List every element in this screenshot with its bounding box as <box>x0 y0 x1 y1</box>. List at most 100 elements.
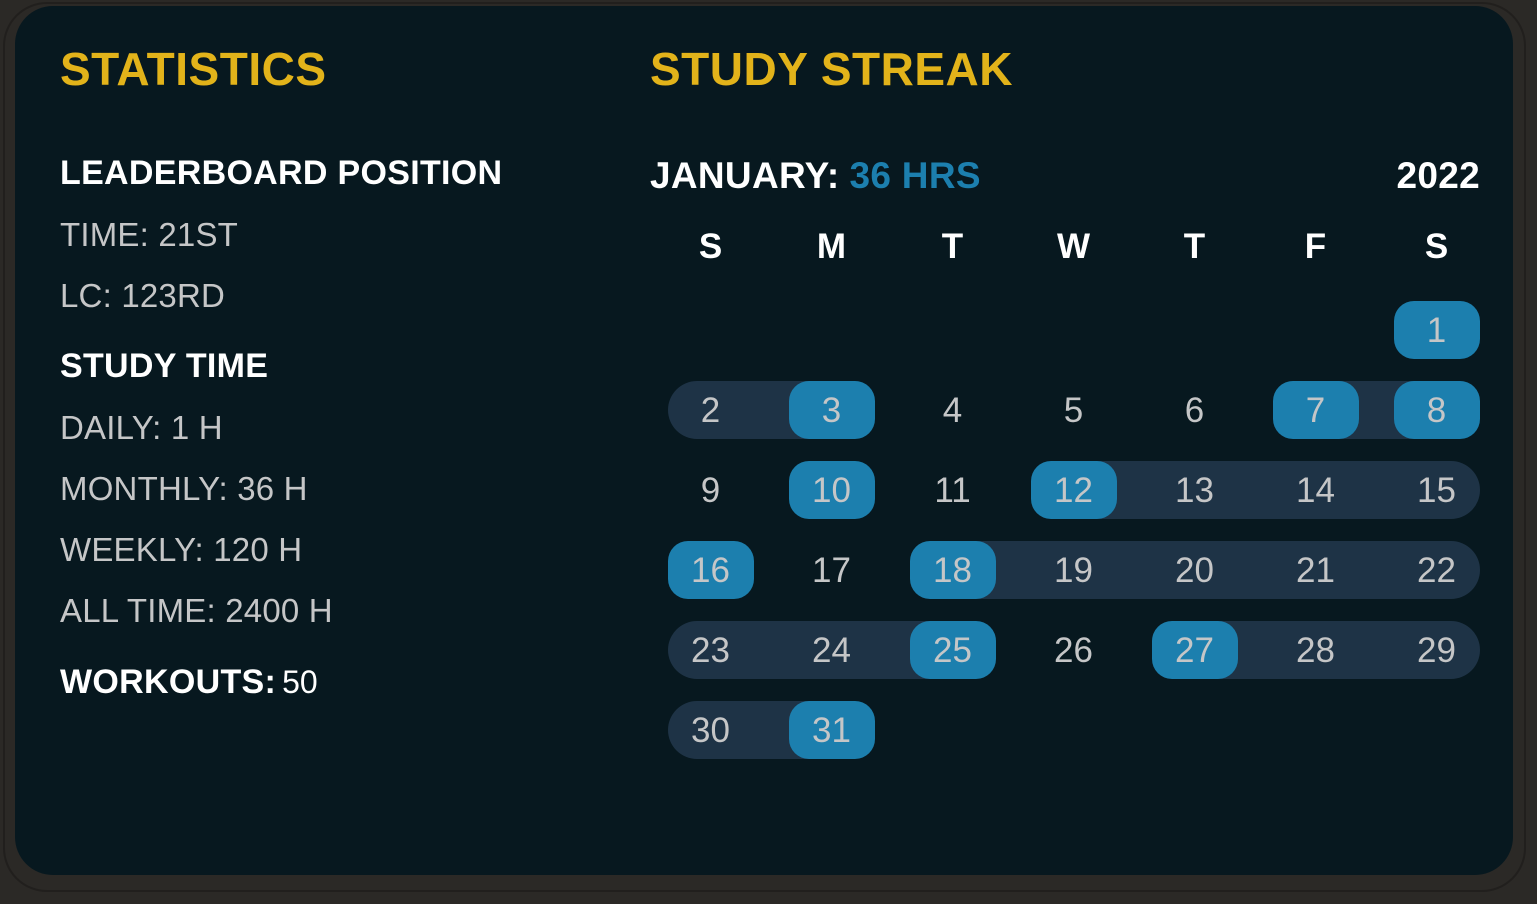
study-time-daily-row: DAILY: 1 H <box>60 409 223 446</box>
calendar-day-cell[interactable]: 4 <box>892 370 1013 450</box>
calendar-week-row: 16 17 18 19 20 21 22 <box>650 530 1480 610</box>
calendar-week-row: 2 3 4 5 6 7 8 <box>650 370 1480 450</box>
calendar-month-label: JANUARY: <box>650 155 840 196</box>
calendar-day-number: 20 <box>1175 550 1214 590</box>
weekday-sun: S <box>698 227 723 266</box>
calendar-day-cell[interactable]: 25 <box>892 610 1013 690</box>
calendar-day-number: 23 <box>691 630 730 670</box>
calendar-month-hours: 36 HRS <box>849 155 981 196</box>
calendar-day-empty <box>1255 690 1376 770</box>
calendar-day-cell[interactable]: 2 <box>650 370 771 450</box>
calendar-day-cell[interactable]: 29 <box>1376 610 1497 690</box>
calendar-day-cell[interactable]: 7 <box>1255 370 1376 450</box>
calendar-day-cell[interactable]: 12 <box>1013 450 1134 530</box>
study-streak-panel: STUDY STREAK JANUARY: 36 HRS 2022 S M T W… <box>650 46 1480 770</box>
calendar-day-cell[interactable]: 28 <box>1255 610 1376 690</box>
calendar-day-number: 13 <box>1175 470 1214 510</box>
statistics-panel: STATISTICS LEADERBOARD POSITION TIME: 21… <box>60 46 650 699</box>
leaderboard-position-heading: LEADERBOARD POSITION <box>60 154 503 192</box>
calendar-day-cell[interactable]: 27 <box>1134 610 1255 690</box>
calendar-week-row: 1 <box>650 290 1480 370</box>
calendar-day-number: 29 <box>1417 630 1456 670</box>
calendar-day-number: 30 <box>691 710 730 750</box>
calendar-day-cell[interactable]: 14 <box>1255 450 1376 530</box>
study-time-all-time-row: ALL TIME: 2400 H <box>60 592 333 629</box>
calendar-day-cell[interactable]: 1 <box>1376 290 1497 370</box>
calendar-day-cell[interactable]: 20 <box>1134 530 1255 610</box>
weekday-thu: T <box>1183 227 1206 266</box>
workouts-row: WORKOUTS: 50 <box>60 665 650 699</box>
calendar-day-empty <box>892 690 1013 770</box>
calendar-day-cell[interactable]: 5 <box>1013 370 1134 450</box>
calendar-week-row: 30 31 <box>650 690 1480 770</box>
calendar-day-cell[interactable]: 26 <box>1013 610 1134 690</box>
calendar-day-cell[interactable]: 31 <box>771 690 892 770</box>
calendar-day-empty <box>1134 690 1255 770</box>
calendar-day-cell[interactable]: 22 <box>1376 530 1497 610</box>
calendar-day-number: 5 <box>1063 390 1084 430</box>
calendar-weekday-header: S M T W T F S <box>650 226 1480 268</box>
calendar-day-number: 26 <box>1054 630 1093 670</box>
calendar-day-number: 7 <box>1305 390 1326 430</box>
calendar-year-label: 2022 <box>1396 155 1480 196</box>
calendar-day-number: 21 <box>1296 550 1335 590</box>
calendar-day-number: 4 <box>942 390 963 430</box>
calendar-day-cell[interactable]: 16 <box>650 530 771 610</box>
calendar-day-number: 12 <box>1054 470 1093 510</box>
statistics-body: LEADERBOARD POSITION TIME: 21ST LC: 123R… <box>60 156 650 699</box>
calendar-day-cell[interactable]: 24 <box>771 610 892 690</box>
calendar-day-number: 1 <box>1426 310 1447 350</box>
calendar-day-cell[interactable]: 13 <box>1134 450 1255 530</box>
calendar-day-number: 14 <box>1296 470 1335 510</box>
calendar-day-cell[interactable]: 18 <box>892 530 1013 610</box>
calendar-day-number: 16 <box>691 550 730 590</box>
calendar-day-number: 24 <box>812 630 851 670</box>
study-time-monthly-row: MONTHLY: 36 H <box>60 470 308 507</box>
calendar-day-empty <box>1376 690 1497 770</box>
calendar-day-cell[interactable]: 17 <box>771 530 892 610</box>
calendar-day-number: 31 <box>812 710 851 750</box>
calendar-day-number: 2 <box>700 390 721 430</box>
calendar-week-row: 23 24 25 26 27 28 29 <box>650 610 1480 690</box>
calendar-day-number: 18 <box>933 550 972 590</box>
calendar-day-cell[interactable]: 23 <box>650 610 771 690</box>
calendar-day-empty <box>1013 290 1134 370</box>
study-time-weekly-row: WEEKLY: 120 H <box>60 531 303 568</box>
calendar-day-number: 25 <box>933 630 972 670</box>
calendar-day-empty <box>1013 690 1134 770</box>
calendar-day-cell[interactable]: 6 <box>1134 370 1255 450</box>
calendar-day-number: 22 <box>1417 550 1456 590</box>
calendar-month-header: JANUARY: 36 HRS 2022 <box>650 154 1480 198</box>
calendar-day-number: 8 <box>1426 390 1447 430</box>
calendar-day-empty <box>1255 290 1376 370</box>
calendar-week-row: 9 10 11 12 13 14 15 <box>650 450 1480 530</box>
calendar-day-cell[interactable]: 8 <box>1376 370 1497 450</box>
calendar-day-cell[interactable]: 30 <box>650 690 771 770</box>
calendar-day-cell[interactable]: 11 <box>892 450 1013 530</box>
weekday-tue: T <box>941 227 964 266</box>
calendar-day-number: 9 <box>700 470 721 510</box>
calendar-grid: 1 2 3 4 5 6 7 8 9 10 11 12 13 14 15 16 17 18 19 20 21 22 23 24 2… <box>650 290 1480 770</box>
calendar-day-empty <box>650 290 771 370</box>
weekday-mon: M <box>816 227 847 266</box>
calendar-day-number: 28 <box>1296 630 1335 670</box>
calendar-day-number: 19 <box>1054 550 1093 590</box>
calendar-day-number: 10 <box>812 470 851 510</box>
weekday-wed: W <box>1056 227 1091 266</box>
statistics-title: STATISTICS <box>60 43 327 95</box>
calendar-day-cell[interactable]: 15 <box>1376 450 1497 530</box>
calendar-day-cell[interactable]: 3 <box>771 370 892 450</box>
calendar-day-cell[interactable]: 21 <box>1255 530 1376 610</box>
calendar-day-cell[interactable]: 9 <box>650 450 771 530</box>
weekday-fri: F <box>1304 227 1327 266</box>
calendar-day-number: 15 <box>1417 470 1456 510</box>
calendar-day-empty <box>892 290 1013 370</box>
calendar-day-number: 6 <box>1184 390 1205 430</box>
weekday-sat: S <box>1424 227 1449 266</box>
calendar-day-cell[interactable]: 10 <box>771 450 892 530</box>
leaderboard-lc-row: LC: 123RD <box>60 277 226 314</box>
calendar-day-empty <box>771 290 892 370</box>
calendar-day-cell[interactable]: 19 <box>1013 530 1134 610</box>
study-streak-title: STUDY STREAK <box>650 43 1013 95</box>
